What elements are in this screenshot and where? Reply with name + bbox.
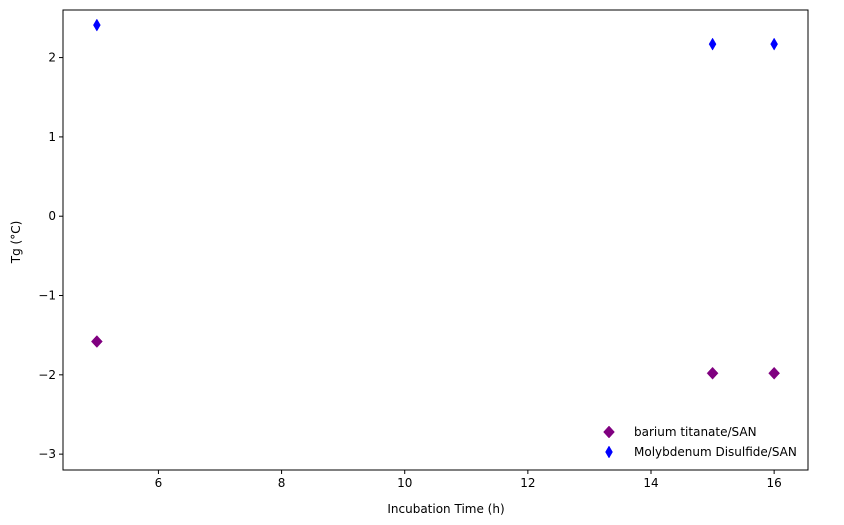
- data-point-series-2: [708, 37, 717, 51]
- data-points: [91, 18, 780, 380]
- x-tick-label: 12: [520, 476, 535, 490]
- legend-label: Molybdenum Disulfide/SAN: [634, 445, 797, 459]
- x-tick-label: 10: [397, 476, 412, 490]
- x-tick-label: 16: [766, 476, 781, 490]
- y-tick-label: −1: [38, 289, 56, 303]
- legend-marker: [603, 425, 615, 439]
- legend-label: barium titanate/SAN: [634, 425, 757, 439]
- x-axis-ticks: 6 8 10 12 14 16: [155, 470, 782, 490]
- y-axis-label: Tg (°C): [9, 221, 23, 265]
- y-tick-label: 0: [48, 209, 56, 223]
- y-axis-ticks: −3 −2 −1 0 1 2: [38, 51, 63, 461]
- data-point-series-2: [93, 18, 101, 32]
- legend: barium titanate/SAN Molybdenum Disulfide/…: [603, 425, 797, 459]
- y-tick-label: −2: [38, 368, 56, 382]
- data-point-series-1: [768, 366, 780, 380]
- x-tick-label: 8: [278, 476, 286, 490]
- data-point-series-1: [91, 335, 103, 348]
- y-tick-label: 1: [48, 130, 56, 144]
- x-tick-label: 6: [155, 476, 163, 490]
- y-tick-label: 2: [48, 51, 56, 65]
- legend-marker: [605, 445, 613, 459]
- data-point-series-2: [770, 37, 778, 51]
- y-tick-label: −3: [38, 447, 56, 461]
- x-axis-label: Incubation Time (h): [387, 502, 504, 516]
- x-tick-label: 14: [643, 476, 658, 490]
- plot-frame: [62, 9, 809, 471]
- data-point-series-1: [706, 366, 719, 380]
